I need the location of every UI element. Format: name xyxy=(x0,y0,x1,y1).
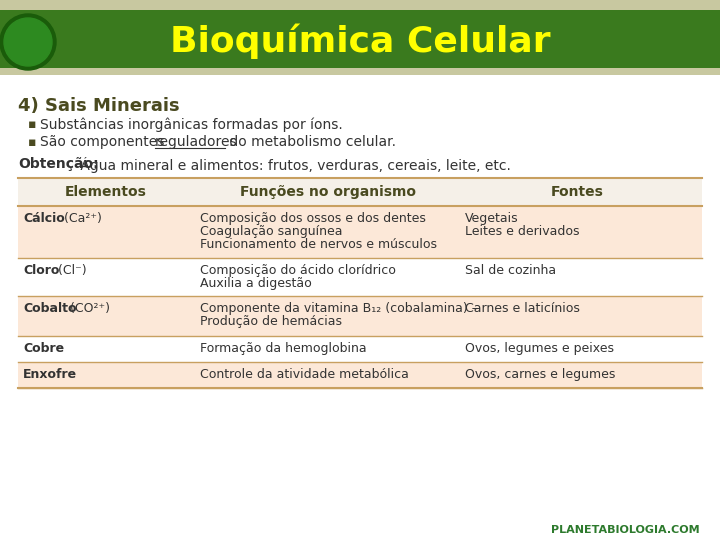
Text: (Ca²⁺): (Ca²⁺) xyxy=(60,212,102,225)
Text: Composição do ácido clorídrico: Composição do ácido clorídrico xyxy=(200,264,396,277)
Text: Cloro: Cloro xyxy=(23,264,59,277)
Text: Composição dos ossos e dos dentes: Composição dos ossos e dos dentes xyxy=(200,212,426,225)
Text: (Cl⁻): (Cl⁻) xyxy=(54,264,86,277)
Text: Elementos: Elementos xyxy=(65,185,146,199)
Circle shape xyxy=(0,14,56,70)
Text: Leites e derivados: Leites e derivados xyxy=(465,225,580,238)
Text: Componente da vitamina B₁₂ (cobalamina) –: Componente da vitamina B₁₂ (cobalamina) … xyxy=(200,302,478,315)
FancyBboxPatch shape xyxy=(18,296,702,336)
Text: (CO²⁺): (CO²⁺) xyxy=(66,302,110,315)
Text: Produção de hemácias: Produção de hemácias xyxy=(200,315,342,328)
Text: ▪: ▪ xyxy=(28,118,37,131)
Text: do metabolismo celular.: do metabolismo celular. xyxy=(225,135,396,149)
Text: Auxilia a digestão: Auxilia a digestão xyxy=(200,277,312,290)
Text: Coagulação sanguínea: Coagulação sanguínea xyxy=(200,225,343,238)
Text: ▪: ▪ xyxy=(28,136,37,149)
FancyBboxPatch shape xyxy=(0,10,720,68)
Text: Ovos, carnes e legumes: Ovos, carnes e legumes xyxy=(465,368,616,381)
Text: Cobalto: Cobalto xyxy=(23,302,76,315)
FancyBboxPatch shape xyxy=(18,362,702,388)
Text: Enxofre: Enxofre xyxy=(23,368,77,381)
Text: Funcionamento de nervos e músculos: Funcionamento de nervos e músculos xyxy=(200,238,437,251)
Text: Carnes e laticínios: Carnes e laticínios xyxy=(465,302,580,315)
Text: reguladores: reguladores xyxy=(155,135,238,149)
Text: Bioquímica Celular: Bioquímica Celular xyxy=(170,23,550,59)
FancyBboxPatch shape xyxy=(18,336,702,362)
Text: São componentes: São componentes xyxy=(40,135,168,149)
FancyBboxPatch shape xyxy=(0,0,720,75)
FancyBboxPatch shape xyxy=(18,178,702,206)
Text: Cálcio: Cálcio xyxy=(23,212,65,225)
Text: Formação da hemoglobina: Formação da hemoglobina xyxy=(200,342,366,355)
Text: Água mineral e alimentos: frutos, verduras, cereais, leite, etc.: Água mineral e alimentos: frutos, verdur… xyxy=(76,157,511,173)
Text: Ovos, legumes e peixes: Ovos, legumes e peixes xyxy=(465,342,614,355)
Text: Sal de cozinha: Sal de cozinha xyxy=(465,264,556,277)
FancyBboxPatch shape xyxy=(0,75,720,540)
Text: Cobre: Cobre xyxy=(23,342,64,355)
Text: 4) Sais Minerais: 4) Sais Minerais xyxy=(18,97,179,115)
Text: PLANETABIOLOGIA.COM: PLANETABIOLOGIA.COM xyxy=(552,525,700,535)
Text: Funções no organismo: Funções no organismo xyxy=(240,185,415,199)
FancyBboxPatch shape xyxy=(18,258,702,296)
FancyBboxPatch shape xyxy=(18,206,702,258)
Text: Obtenção:: Obtenção: xyxy=(18,157,99,171)
Circle shape xyxy=(4,18,52,66)
Text: Fontes: Fontes xyxy=(551,185,604,199)
Text: Vegetais: Vegetais xyxy=(465,212,518,225)
Text: Substâncias inorgânicas formadas por íons.: Substâncias inorgânicas formadas por íon… xyxy=(40,117,343,132)
Text: Controle da atividade metabólica: Controle da atividade metabólica xyxy=(200,368,409,381)
